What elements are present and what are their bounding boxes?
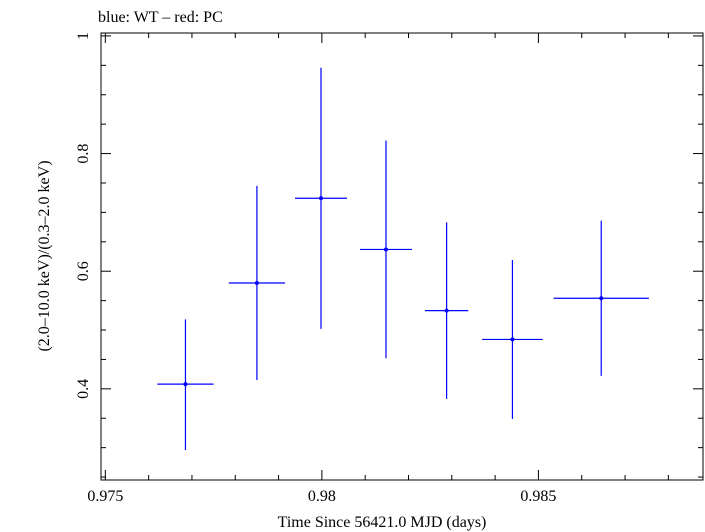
data-point bbox=[359, 140, 412, 359]
x-tick-label: 0.985 bbox=[520, 488, 556, 505]
data-marker bbox=[319, 196, 324, 201]
data-marker bbox=[383, 247, 388, 252]
y-tick-label: 0.4 bbox=[75, 379, 92, 399]
y-axis: 0.4 0.6 0.8 1 bbox=[75, 32, 703, 478]
data-marker bbox=[254, 280, 259, 285]
data-point bbox=[424, 222, 469, 399]
plot-frame bbox=[100, 32, 704, 481]
x-tick-label: 0.98 bbox=[308, 488, 336, 505]
data-series-wt bbox=[157, 67, 649, 451]
data-point bbox=[228, 185, 286, 381]
x-tick-label: 0.975 bbox=[87, 488, 123, 505]
data-marker bbox=[444, 308, 449, 313]
data-marker bbox=[510, 337, 515, 342]
data-point bbox=[157, 319, 214, 451]
y-tick-label: 0.6 bbox=[75, 261, 92, 281]
y-tick-label: 1 bbox=[75, 32, 92, 40]
data-point bbox=[482, 260, 543, 419]
data-marker bbox=[599, 296, 604, 301]
x-axis-title: Time Since 56421.0 MJD (days) bbox=[278, 514, 487, 531]
data-point bbox=[295, 67, 347, 329]
y-tick-label: 0.8 bbox=[75, 144, 92, 164]
data-marker bbox=[183, 382, 188, 387]
chart-title: blue: WT – red: PC bbox=[98, 9, 223, 26]
y-axis-title: (2.0–10.0 keV)/(0.3–2.0 keV) bbox=[36, 160, 53, 351]
x-axis: 0.975 0.98 0.985 bbox=[87, 33, 669, 505]
data-point bbox=[553, 220, 649, 376]
